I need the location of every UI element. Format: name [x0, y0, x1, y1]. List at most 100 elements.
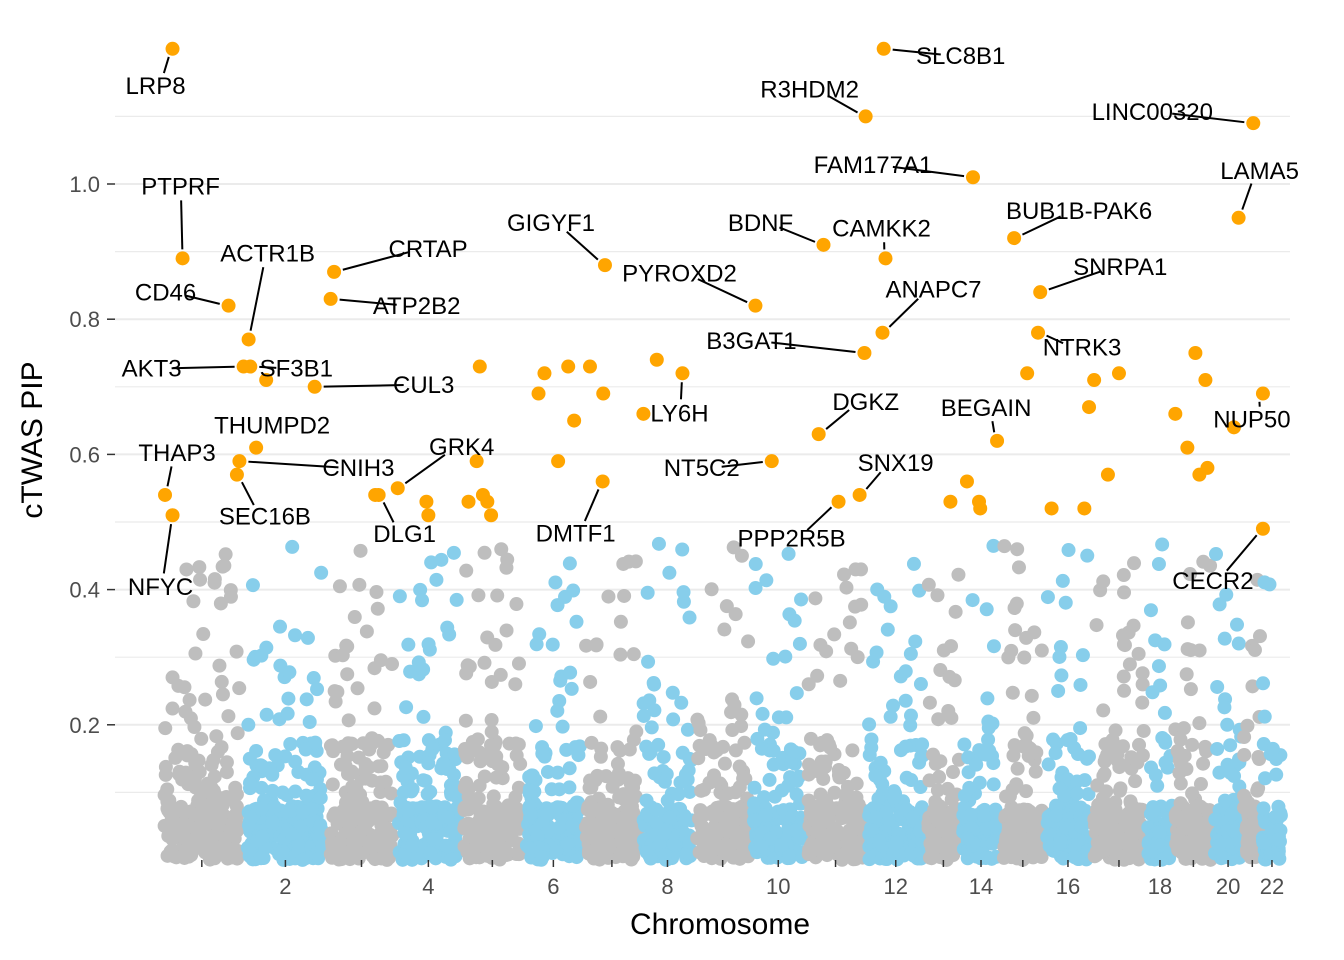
gene-point	[583, 674, 598, 689]
gene-point	[736, 771, 751, 786]
gene-point	[1210, 741, 1225, 756]
gene-point	[282, 665, 297, 680]
x-tick-label: 2	[279, 874, 291, 899]
gene-point	[1018, 784, 1033, 799]
gene-point	[585, 816, 600, 831]
gene-point	[666, 837, 681, 852]
labeled-gene-point	[1231, 210, 1246, 225]
gene-point	[906, 556, 921, 571]
gene-point	[774, 838, 789, 853]
gene-point	[1256, 801, 1271, 816]
gene-point	[986, 639, 1001, 654]
gene-point	[680, 722, 695, 737]
x-axis-title: Chromosome	[630, 908, 810, 941]
label-connector	[771, 341, 856, 354]
gene-point	[367, 701, 382, 716]
gene-point	[340, 766, 355, 781]
gene-point	[288, 628, 303, 643]
gene-point	[1067, 850, 1082, 865]
gene-point	[868, 768, 883, 783]
gene-point	[914, 749, 929, 764]
gene-point	[1124, 750, 1139, 765]
x-axis: 2 4 6 8 10 12 14 16 18 20 22	[201, 860, 1284, 899]
label-connector	[583, 489, 600, 522]
gene-label: NT5C2	[664, 455, 740, 482]
gene-point	[1240, 718, 1255, 733]
labeled-gene-point	[875, 325, 890, 340]
labeled-gene-point	[1033, 285, 1048, 300]
gene-point	[801, 677, 816, 692]
gene-point	[415, 800, 430, 815]
gene-point	[1247, 643, 1262, 658]
gene-point	[590, 768, 605, 783]
gene-point	[308, 735, 323, 750]
gene-point	[206, 783, 221, 798]
gene-point	[1081, 787, 1096, 802]
gene-point	[1173, 776, 1188, 791]
gene-point	[421, 733, 436, 748]
gene-point	[535, 740, 550, 755]
gene-point	[692, 738, 707, 753]
gene-point	[423, 846, 438, 861]
gene-point	[194, 796, 209, 811]
gene-point	[1272, 808, 1287, 823]
x-tick-label: 22	[1260, 874, 1284, 899]
gene-point	[183, 711, 198, 726]
gene-point	[1237, 747, 1252, 762]
gene-point	[1157, 705, 1172, 720]
gene-point	[1006, 748, 1021, 763]
gene-point	[550, 703, 565, 718]
gene-point	[243, 810, 258, 825]
x-tick-label: 10	[766, 874, 790, 899]
gene-point	[1237, 730, 1252, 745]
gene-point	[597, 820, 612, 835]
label-connector	[825, 409, 850, 430]
gene-point	[1217, 700, 1232, 715]
gene-point	[265, 767, 280, 782]
gene-point	[535, 850, 550, 865]
gene-point	[198, 692, 213, 707]
gene-point	[1098, 832, 1113, 847]
gene-point	[416, 773, 431, 788]
gene-point	[1056, 851, 1071, 866]
gene-point	[1052, 649, 1067, 664]
gene-point	[789, 787, 804, 802]
gene-label: R3HDM2	[760, 76, 859, 103]
gene-point	[302, 714, 317, 729]
gene-point	[979, 602, 994, 617]
gene-point	[325, 738, 340, 753]
gene-point	[165, 701, 180, 716]
significant-gene-point	[531, 386, 546, 401]
labeled-gene-point	[852, 487, 867, 502]
gene-point	[921, 577, 936, 592]
gene-point	[209, 841, 224, 856]
gene-point	[1057, 788, 1072, 803]
gene-point	[186, 594, 201, 609]
x-tick-label: 4	[422, 874, 434, 899]
gene-point	[284, 803, 299, 818]
significant-gene-point	[1226, 420, 1241, 435]
gene-point	[374, 759, 389, 774]
label-connector	[1022, 215, 1062, 236]
gene-point	[978, 747, 993, 762]
significant-gene-point	[561, 359, 576, 374]
gene-point	[839, 580, 854, 595]
gene-point	[212, 658, 227, 673]
labeled-gene-point	[307, 379, 322, 394]
gene-point	[1135, 695, 1150, 710]
gene-label: ATP2B2	[373, 293, 461, 320]
labeled-gene-point	[232, 454, 247, 469]
gene-point	[1203, 558, 1218, 573]
gene-point	[898, 664, 913, 679]
gene-point	[945, 765, 960, 780]
significant-gene-point	[1180, 440, 1195, 455]
gene-point	[1117, 585, 1132, 600]
gene-point	[873, 755, 888, 770]
gene-point	[1092, 845, 1107, 860]
gene-point	[458, 713, 473, 728]
gene-point	[416, 709, 431, 724]
gene-point	[1192, 716, 1207, 731]
labeled-gene-point	[857, 346, 872, 360]
gene-point	[1184, 817, 1199, 832]
gene-point	[1054, 668, 1069, 683]
